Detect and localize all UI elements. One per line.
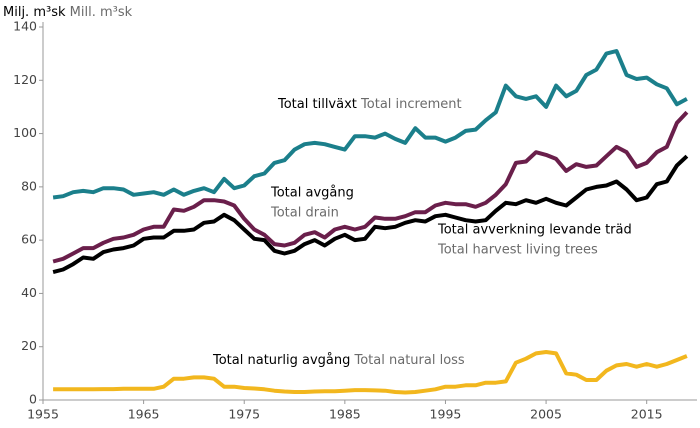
series-label-sv: Total avgång [270, 186, 354, 201]
series-label-sv: Total avverkning levande träd [437, 223, 632, 238]
y-tick-label: 20 [21, 338, 37, 353]
y-tick-label: 40 [21, 285, 37, 300]
series-label: Total tillväxt Total increment [277, 97, 462, 112]
y-tick-label: 60 [21, 232, 37, 247]
series-label-sv: Total tillväxt [277, 97, 357, 112]
series-label: Total naturlig avgång Total natural loss [212, 353, 465, 368]
x-tick-label: 1975 [228, 407, 260, 422]
series-label-en: Total drain [270, 206, 339, 221]
series-line [52, 49, 688, 200]
y-tick-label: 0 [29, 392, 37, 407]
x-tick-label: 2015 [631, 407, 663, 422]
x-tick-label: 2005 [530, 407, 562, 422]
y-label-sv: Milj. m³sk [3, 5, 66, 20]
x-tick-label: 1995 [430, 407, 462, 422]
y-tick-label: 120 [13, 72, 37, 87]
series-label-sv: Total naturlig avgång [212, 353, 350, 368]
y-label-en: Mill. m³sk [70, 5, 133, 20]
series-label-en: Total harvest living trees [437, 243, 598, 258]
y-axis-label: Milj. m³sk Mill. m³sk [3, 5, 133, 20]
series-line [53, 350, 688, 395]
series-label-en: Total increment [360, 97, 462, 112]
series-label-en: Total natural loss [354, 353, 465, 368]
y-tick-label: 140 [13, 19, 37, 34]
x-tick-label: 1955 [27, 407, 59, 422]
y-tick-label: 80 [21, 178, 37, 193]
x-tick-label: 1965 [128, 407, 160, 422]
y-tick-label: 100 [13, 125, 37, 140]
series-line [52, 154, 689, 275]
series-line [52, 110, 689, 264]
x-tick-label: 1985 [329, 407, 361, 422]
